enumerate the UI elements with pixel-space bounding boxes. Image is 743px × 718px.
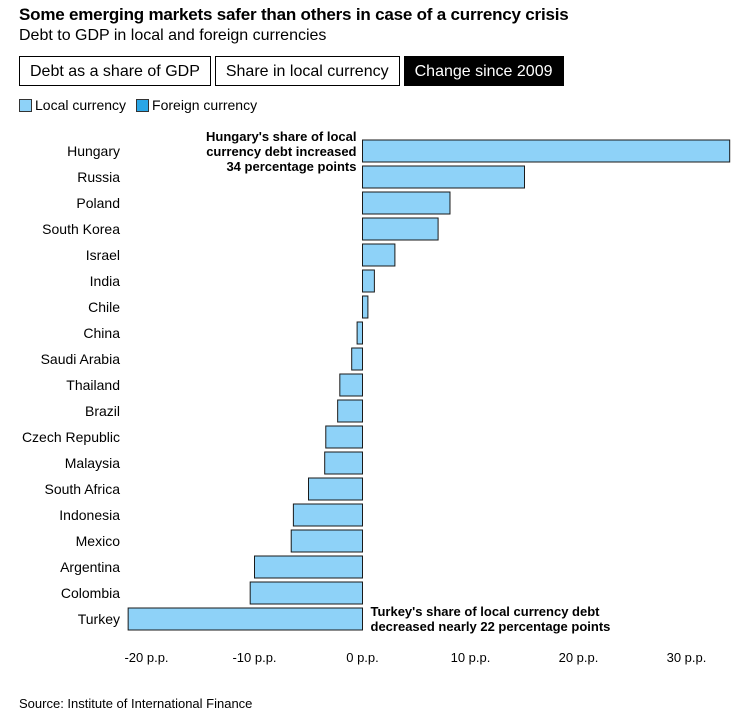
- bar-hungary: [362, 139, 731, 163]
- category-label-brazil: Brazil: [85, 403, 120, 419]
- category-label-czech-republic: Czech Republic: [22, 429, 120, 445]
- bar-south-korea: [362, 217, 439, 241]
- bar-indonesia: [292, 503, 364, 527]
- category-label-malaysia: Malaysia: [65, 455, 120, 471]
- bar-mexico: [290, 529, 363, 553]
- bar-south-africa: [308, 477, 363, 501]
- bar-malaysia: [324, 451, 364, 475]
- bar-colombia: [249, 581, 363, 605]
- x-tick-label: 10 p.p.: [451, 650, 491, 665]
- legend-item-local: Local currency: [19, 97, 126, 113]
- category-label-russia: Russia: [77, 169, 120, 185]
- category-label-israel: Israel: [86, 247, 120, 263]
- annotation-hungary: currency debt increased: [206, 144, 356, 159]
- x-tick-label: 20 p.p.: [559, 650, 599, 665]
- category-label-south-africa: South Africa: [45, 481, 121, 497]
- tab-change-since-2009[interactable]: Change since 2009: [403, 56, 564, 86]
- category-label-turkey: Turkey: [78, 611, 120, 627]
- legend-item-foreign: Foreign currency: [136, 97, 257, 113]
- annotation-turkey: decreased nearly 22 percentage points: [371, 619, 611, 634]
- bar-india: [362, 269, 375, 293]
- x-tick-label: 30 p.p.: [667, 650, 707, 665]
- category-label-india: India: [90, 273, 121, 289]
- category-label-saudi-arabia: Saudi Arabia: [41, 351, 121, 367]
- legend: Local currency Foreign currency: [19, 97, 257, 113]
- category-label-south-korea: South Korea: [42, 221, 120, 237]
- bar-brazil: [337, 399, 364, 423]
- bar-israel: [362, 243, 396, 267]
- bar-china: [356, 321, 364, 345]
- annotation-turkey: Turkey's share of local currency debt: [371, 604, 601, 619]
- tab-share-local-currency[interactable]: Share in local currency: [214, 56, 400, 86]
- category-label-poland: Poland: [76, 195, 120, 211]
- legend-swatch-local: [19, 98, 32, 112]
- x-tick-label: -10 p.p.: [232, 650, 276, 665]
- bar-turkey: [127, 607, 363, 631]
- legend-label-foreign: Foreign currency: [152, 97, 258, 113]
- view-tabs: Debt as a share of GDP Share in local cu…: [19, 56, 564, 86]
- bar-poland: [362, 191, 451, 215]
- annotation-hungary: 34 percentage points: [226, 159, 356, 174]
- chart-subtitle: Debt to GDP in local and foreign currenc…: [19, 27, 327, 44]
- legend-label-local: Local currency: [35, 97, 127, 113]
- legend-swatch-foreign: [136, 98, 150, 112]
- bar-russia: [362, 165, 525, 189]
- category-label-chile: Chile: [88, 299, 120, 315]
- bar-argentina: [254, 555, 363, 579]
- bar-chart: Hungary Russia Poland South Korea Israel Indi…: [22, 129, 731, 665]
- bar-saudi-arabia: [351, 347, 364, 371]
- category-label-colombia: Colombia: [61, 585, 120, 601]
- category-label-argentina: Argentina: [60, 559, 120, 575]
- tab-debt-share-gdp[interactable]: Debt as a share of GDP: [19, 56, 211, 86]
- x-tick-label: -20 p.p.: [124, 650, 168, 665]
- bar-czech-republic: [325, 425, 363, 449]
- category-label-mexico: Mexico: [76, 533, 121, 549]
- category-label-thailand: Thailand: [66, 377, 120, 393]
- bar-thailand: [339, 373, 364, 397]
- annotation-hungary: Hungary's share of local: [206, 129, 356, 144]
- bar-chile: [362, 295, 369, 319]
- category-label-indonesia: Indonesia: [59, 507, 120, 523]
- source-note: Source: Institute of International Finan…: [19, 696, 253, 711]
- chart-title: Some emerging markets safer than others …: [19, 5, 569, 24]
- category-label-hungary: Hungary: [67, 143, 120, 159]
- category-label-china: China: [83, 325, 120, 341]
- x-tick-label: 0 p.p.: [346, 650, 379, 665]
